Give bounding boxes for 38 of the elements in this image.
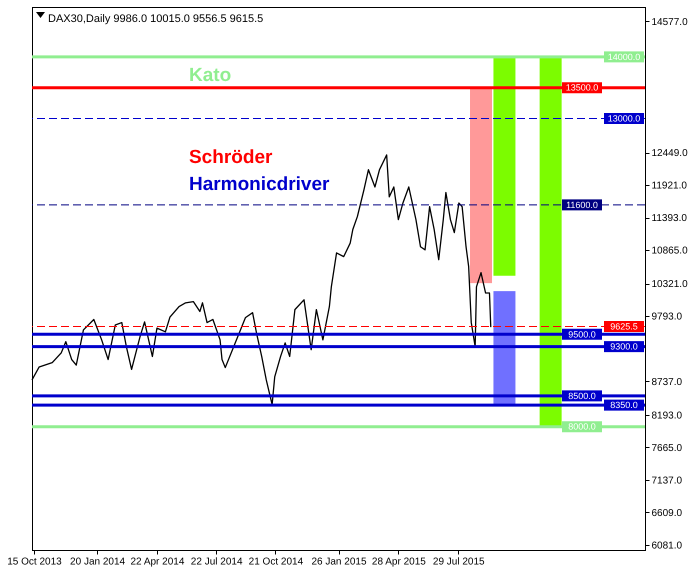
- y-tick-label: 6609.0: [652, 508, 683, 519]
- y-tick-label: 7137.0: [652, 475, 683, 486]
- y-tick-label: 8193.0: [652, 410, 683, 422]
- ref-line-label: 9625.5: [610, 322, 638, 332]
- y-tick-label: 11921.0: [652, 180, 688, 192]
- x-tick-label: 22 Apr 2014: [130, 556, 185, 568]
- ref-line-label: 8350.0: [610, 400, 638, 410]
- bar: [493, 56, 516, 276]
- y-tick-label: 12449.0: [652, 148, 688, 160]
- y-tick-label: 14577.0: [652, 16, 688, 28]
- bar: [540, 56, 562, 427]
- x-tick-label: 22 Jul 2014: [190, 556, 243, 568]
- x-tick-label: 26 Jan 2015: [311, 556, 367, 568]
- y-tick-label: 7665.0: [652, 442, 683, 454]
- y-tick-label: 8737.0: [652, 376, 683, 388]
- x-tick-label: 15 Oct 2013: [7, 556, 62, 568]
- x-tick-label: 28 Apr 2015: [372, 556, 426, 568]
- ref-line-label: 9500.0: [568, 329, 596, 340]
- annotation: Schröder: [189, 147, 274, 168]
- ref-line-label: 13000.0: [608, 114, 640, 124]
- y-tick-label: 9793.0: [652, 312, 683, 323]
- y-tick-label: 10865.0: [652, 246, 688, 257]
- bar: [470, 88, 492, 284]
- y-tick-label: 10321.0: [652, 279, 688, 290]
- text: DAX30,Daily 9986.0 10015.0 9556.5 9615.5: [48, 13, 264, 25]
- ref-line-label: 8500.0: [568, 390, 596, 401]
- annotation: Kato: [189, 65, 232, 86]
- x-tick-label: 21 Oct 2014: [248, 556, 304, 568]
- ref-line-label: 11600.0: [566, 200, 598, 210]
- y-tick-label: 6081.0: [652, 540, 683, 552]
- ref-line-label: 8000.0: [568, 422, 596, 432]
- x-tick-label: 29 Jul 2015: [432, 556, 486, 568]
- annotation: Harmonicdriver: [189, 174, 330, 195]
- y-tick-label: 11393.0: [652, 213, 688, 224]
- ref-line-label: 9300.0: [610, 342, 638, 352]
- x-tick-label: 20 Jan 2014: [70, 556, 126, 568]
- ref-line-label: 13500.0: [566, 82, 598, 93]
- ref-line-label: 14000.0: [608, 52, 640, 62]
